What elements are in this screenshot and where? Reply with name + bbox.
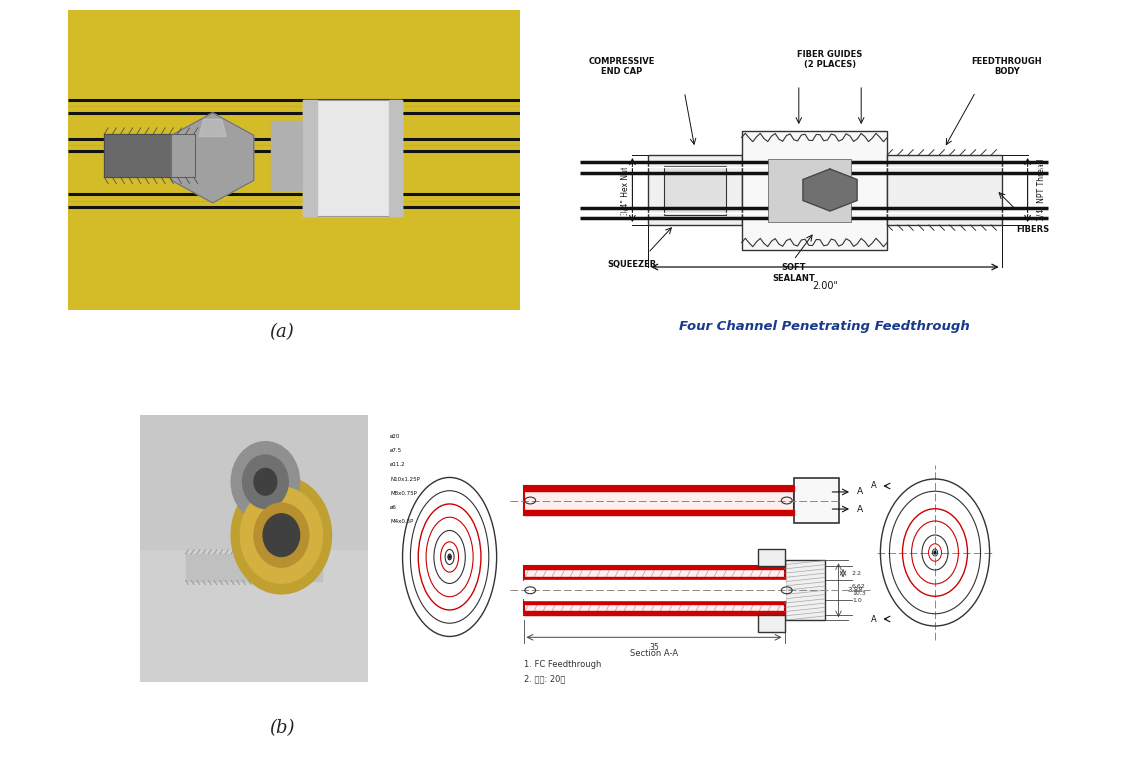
Text: 2.2: 2.2 [852,571,863,575]
Bar [105,134,195,177]
Bar [524,581,785,600]
Text: A: A [870,481,876,490]
Text: (b): (b) [269,719,294,737]
Bar [768,159,851,222]
Text: SQUEEZER: SQUEEZER [608,260,658,269]
Text: 1/4" NPT Thread: 1/4" NPT Thread [1036,159,1045,221]
Bar [303,100,402,216]
Bar [524,566,785,581]
Bar [758,615,785,631]
Bar [524,487,794,490]
Text: FEEDTHROUGH
BODY: FEEDTHROUGH BODY [972,57,1042,77]
Text: ø11.2: ø11.2 [391,462,405,468]
Bar [742,131,887,250]
Bar [887,155,1002,225]
Bar [524,600,785,615]
Bar [758,549,785,566]
Text: M8x0.75P: M8x0.75P [391,491,417,496]
Polygon shape [171,113,253,203]
Polygon shape [199,119,226,137]
Bar [105,134,195,177]
Circle shape [231,442,300,521]
Circle shape [231,477,331,594]
Circle shape [254,468,277,495]
Text: M4x0.5P: M4x0.5P [391,519,413,524]
Text: 1.0: 1.0 [852,598,861,603]
Bar [663,165,726,215]
Text: A: A [870,615,876,623]
Bar [524,600,785,603]
Circle shape [935,551,936,554]
Text: ø7.5: ø7.5 [391,448,402,453]
Text: ø20: ø20 [391,434,401,439]
Bar [303,100,402,216]
Bar [524,487,794,515]
Text: 1. FC Feedthrough: 1. FC Feedthrough [524,660,601,669]
Circle shape [242,455,288,509]
Bar [186,554,322,581]
Text: 6.62: 6.62 [852,584,866,588]
Bar [524,577,785,581]
Text: 3.88: 3.88 [848,587,864,594]
Text: FIBERS: FIBERS [1017,225,1049,234]
Text: Four Channel Penetrating Feedthrough: Four Channel Penetrating Feedthrough [679,320,971,333]
Bar [794,477,839,523]
Bar [140,415,368,549]
Text: 3/4" Hex Nut: 3/4" Hex Nut [620,165,629,215]
Circle shape [449,556,450,558]
Polygon shape [803,169,857,211]
Bar [271,121,307,190]
Text: (a): (a) [269,323,294,341]
Text: SOFT
SEALANT: SOFT SEALANT [772,263,815,283]
Text: 2. 수량: 20개: 2. 수량: 20개 [524,674,565,683]
Bar [524,611,785,615]
Bar [388,100,402,216]
Text: 35: 35 [649,643,659,652]
Circle shape [254,503,309,567]
Text: 2.00": 2.00" [812,281,838,291]
Text: A: A [857,487,863,496]
Bar [647,155,742,225]
Circle shape [263,514,300,556]
Text: N10x1.25P: N10x1.25P [391,477,420,481]
Text: 10.3: 10.3 [852,591,866,596]
Text: A: A [857,505,863,514]
Bar [524,511,794,515]
Bar [303,100,316,216]
Text: ø6: ø6 [391,505,397,510]
Text: Section A-A: Section A-A [629,649,678,658]
Circle shape [240,487,322,583]
Text: FIBER GUIDES
(2 PLACES): FIBER GUIDES (2 PLACES) [797,50,863,69]
Bar [785,560,825,620]
Text: COMPRESSIVE
END CAP: COMPRESSIVE END CAP [589,57,655,77]
Bar [524,566,785,569]
